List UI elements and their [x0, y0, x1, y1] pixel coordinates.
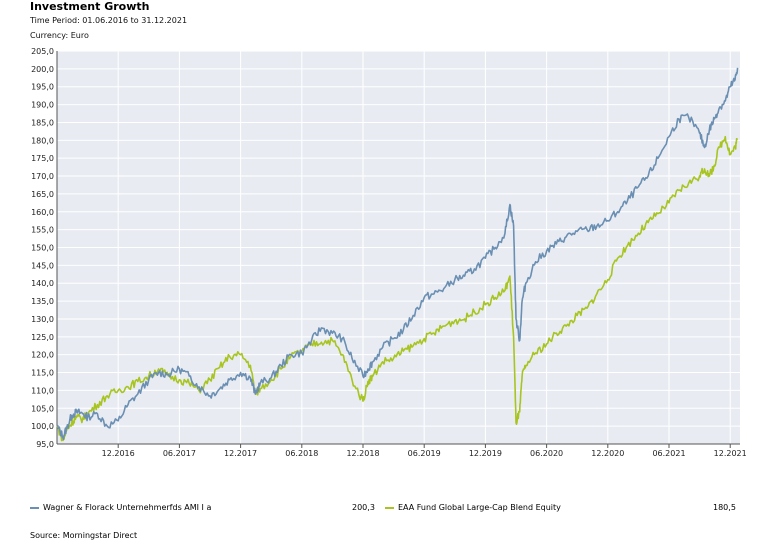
- y-tick-label: 145,0: [31, 261, 54, 270]
- legend-series-2: EAA Fund Global Large-Cap Blend Equity: [385, 503, 561, 512]
- y-tick-label: 155,0: [31, 226, 54, 235]
- legend-swatch-2: [385, 506, 394, 509]
- y-tick-label: 185,0: [31, 118, 54, 127]
- legend-label-1: Wagner & Florack Unternehmerfds AMI I a: [43, 503, 212, 512]
- y-tick-label: 150,0: [31, 244, 54, 253]
- x-tick-label: 12.2020: [591, 449, 624, 458]
- y-tick-label: 105,0: [31, 404, 54, 413]
- series-line-2: [56, 135, 739, 442]
- chart-title: Investment Growth: [30, 0, 150, 13]
- x-tick-label: 12.2016: [102, 449, 135, 458]
- y-tick-label: 95,0: [36, 440, 54, 449]
- x-tick-label: 06.2017: [163, 449, 196, 458]
- y-tick-label: 175,0: [31, 154, 54, 163]
- legend-value-1: 200,3: [352, 503, 375, 512]
- x-tick-label: 06.2019: [408, 449, 441, 458]
- y-tick-label: 200,0: [31, 65, 54, 74]
- x-tick-label: 06.2021: [652, 449, 685, 458]
- series-line-1: [56, 67, 739, 441]
- y-tick-label: 180,0: [31, 136, 54, 145]
- y-tick-label: 205,0: [31, 47, 54, 56]
- y-tick-label: 160,0: [31, 208, 54, 217]
- y-tick-label: 110,0: [31, 386, 54, 395]
- y-tick-label: 130,0: [31, 315, 54, 324]
- y-tick-label: 115,0: [31, 369, 54, 378]
- source-note: Source: Morningstar Direct: [30, 531, 138, 540]
- y-tick-label: 165,0: [31, 190, 54, 199]
- legend-swatch-1: [30, 506, 39, 509]
- x-tick-label: 06.2020: [530, 449, 563, 458]
- y-tick-label: 170,0: [31, 172, 54, 181]
- legend-label-2: EAA Fund Global Large-Cap Blend Equity: [398, 503, 561, 512]
- x-tick-label: 12.2021: [714, 449, 747, 458]
- y-tick-label: 120,0: [31, 351, 54, 360]
- y-tick-label: 140,0: [31, 279, 54, 288]
- legend-value-2: 180,5: [713, 503, 736, 512]
- currency: Currency: Euro: [30, 31, 89, 40]
- y-tick-label: 100,0: [31, 422, 54, 431]
- investment-growth-chart: 95,0 100,0 105,0 110,0 115,0 120,0 125,0 130,0 1…: [31, 47, 747, 458]
- x-tick-label: 06.2018: [285, 449, 318, 458]
- x-tick-label: 12.2017: [224, 449, 257, 458]
- y-tick-label: 190,0: [31, 101, 54, 110]
- y-tick-label: 135,0: [31, 297, 54, 306]
- x-tick-label: 12.2019: [469, 449, 502, 458]
- x-tick-label: 12.2018: [346, 449, 379, 458]
- y-tick-label: 125,0: [31, 333, 54, 342]
- time-period: Time Period: 01.06.2016 to 31.12.2021: [30, 16, 188, 25]
- legend-series-1: Wagner & Florack Unternehmerfds AMI I a: [30, 503, 211, 512]
- y-tick-label: 195,0: [31, 83, 54, 92]
